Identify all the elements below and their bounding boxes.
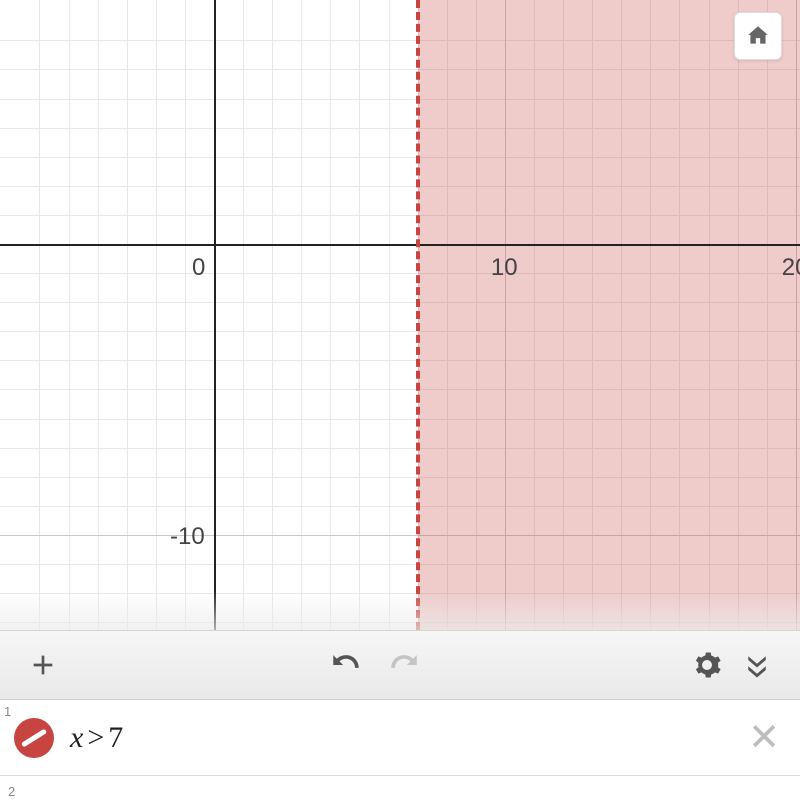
add-expression-button[interactable] — [18, 640, 68, 690]
expression-text[interactable]: x>7 — [70, 721, 728, 755]
axis-tick-label: -10 — [170, 523, 205, 551]
settings-button[interactable] — [682, 640, 732, 690]
plus-icon — [27, 649, 59, 681]
axis-tick-label: 10 — [491, 254, 518, 282]
expression-index: 1 — [0, 700, 14, 719]
expression-variable: x — [70, 721, 83, 754]
expression-value: 7 — [108, 721, 123, 754]
inequality-boundary-line — [416, 0, 420, 630]
chevron-double-down-icon — [742, 650, 772, 680]
y-axis — [214, 0, 216, 630]
expression-operator: > — [83, 721, 108, 754]
graph-canvas[interactable]: 0 10 20 -10 — [0, 0, 800, 630]
home-icon — [745, 23, 771, 49]
undo-icon — [329, 648, 363, 682]
gear-icon — [692, 650, 722, 680]
x-axis — [0, 244, 800, 246]
expression-index: 2 — [4, 780, 18, 799]
delete-expression-button[interactable]: ✕ — [728, 715, 800, 760]
empty-expression-row[interactable]: 2 — [0, 776, 800, 800]
redo-icon — [387, 648, 421, 682]
redo-button — [379, 640, 429, 690]
expression-color-toggle[interactable] — [14, 718, 54, 758]
expression-row[interactable]: 1 x>7 ✕ — [0, 700, 800, 776]
inequality-shaded-region — [418, 0, 800, 630]
home-button[interactable] — [734, 12, 782, 60]
undo-button[interactable] — [321, 640, 371, 690]
collapse-button[interactable] — [732, 640, 782, 690]
axis-tick-label: 20 — [782, 254, 800, 282]
axis-tick-label: 0 — [192, 254, 205, 282]
toolbar — [0, 630, 800, 700]
